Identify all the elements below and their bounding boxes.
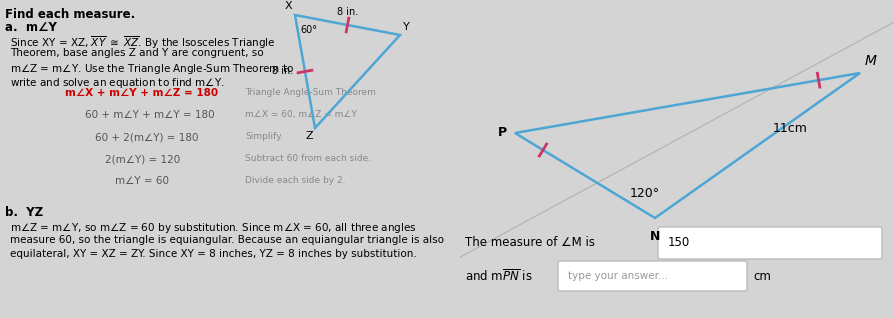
Text: Y: Y — [402, 22, 409, 32]
Text: type your answer...: type your answer... — [568, 271, 668, 281]
Text: m∠X = 60, m∠Z = m∠Y: m∠X = 60, m∠Z = m∠Y — [245, 110, 357, 119]
FancyBboxPatch shape — [657, 227, 881, 259]
Text: Simplify.: Simplify. — [245, 132, 283, 141]
Text: 8 in.: 8 in. — [272, 66, 292, 77]
Text: cm: cm — [752, 269, 770, 282]
Text: measure 60, so the triangle is equiangular. Because an equiangular triangle is a: measure 60, so the triangle is equiangul… — [10, 235, 443, 245]
Text: Theorem, base angles Z and Y are congruent, so: Theorem, base angles Z and Y are congrue… — [10, 48, 264, 58]
Text: X: X — [284, 1, 291, 11]
Text: 8 in.: 8 in. — [336, 7, 358, 17]
Text: P: P — [497, 127, 506, 140]
Text: Z: Z — [305, 131, 313, 141]
Text: 60 + 2(m∠Y) = 180: 60 + 2(m∠Y) = 180 — [95, 132, 198, 142]
Text: Since XY = XZ, $\overline{XY}$ $\cong$ $\overline{XZ}$. By the Isosceles Triangl: Since XY = XZ, $\overline{XY}$ $\cong$ $… — [10, 34, 275, 51]
Text: 11cm: 11cm — [772, 122, 806, 135]
Text: and m$\overline{PN}$ is: and m$\overline{PN}$ is — [465, 268, 532, 284]
Text: Triangle Angle-Sum Theorem: Triangle Angle-Sum Theorem — [245, 88, 375, 97]
Text: 2(m∠Y) = 120: 2(m∠Y) = 120 — [105, 154, 180, 164]
Text: write and solve an equation to find m$\angle$Y.: write and solve an equation to find m$\a… — [10, 76, 224, 90]
Text: 60 + m∠Y + m∠Y = 180: 60 + m∠Y + m∠Y = 180 — [85, 110, 215, 120]
Text: b.  YZ: b. YZ — [5, 206, 43, 219]
Text: m$\angle$Z = m$\angle$Y, so m$\angle$Z = 60 by substitution. Since m$\angle$X = : m$\angle$Z = m$\angle$Y, so m$\angle$Z =… — [10, 221, 417, 235]
Text: 120°: 120° — [629, 187, 659, 200]
Text: m$\angle$Z = m$\angle$Y. Use the Triangle Angle-Sum Theorem to: m$\angle$Z = m$\angle$Y. Use the Triangl… — [10, 62, 294, 76]
Text: Find each measure.: Find each measure. — [5, 8, 135, 21]
Text: N: N — [649, 230, 660, 243]
Text: m∠Y = 60: m∠Y = 60 — [114, 176, 169, 186]
FancyBboxPatch shape — [557, 261, 746, 291]
Text: M: M — [864, 54, 876, 68]
Text: 60°: 60° — [299, 25, 316, 35]
Text: Subtract 60 from each side.: Subtract 60 from each side. — [245, 154, 371, 163]
Text: Divide each side by 2.: Divide each side by 2. — [245, 176, 345, 185]
Text: equilateral, XY = XZ = ZY. Since XY = 8 inches, YZ = 8 inches by substitution.: equilateral, XY = XZ = ZY. Since XY = 8 … — [10, 249, 417, 259]
Text: a.  m∠Y: a. m∠Y — [5, 21, 57, 34]
Text: 150: 150 — [667, 237, 689, 250]
Text: m∠X + m∠Y + m∠Z = 180: m∠X + m∠Y + m∠Z = 180 — [65, 88, 218, 98]
Text: The measure of ∠M is: The measure of ∠M is — [465, 237, 595, 250]
